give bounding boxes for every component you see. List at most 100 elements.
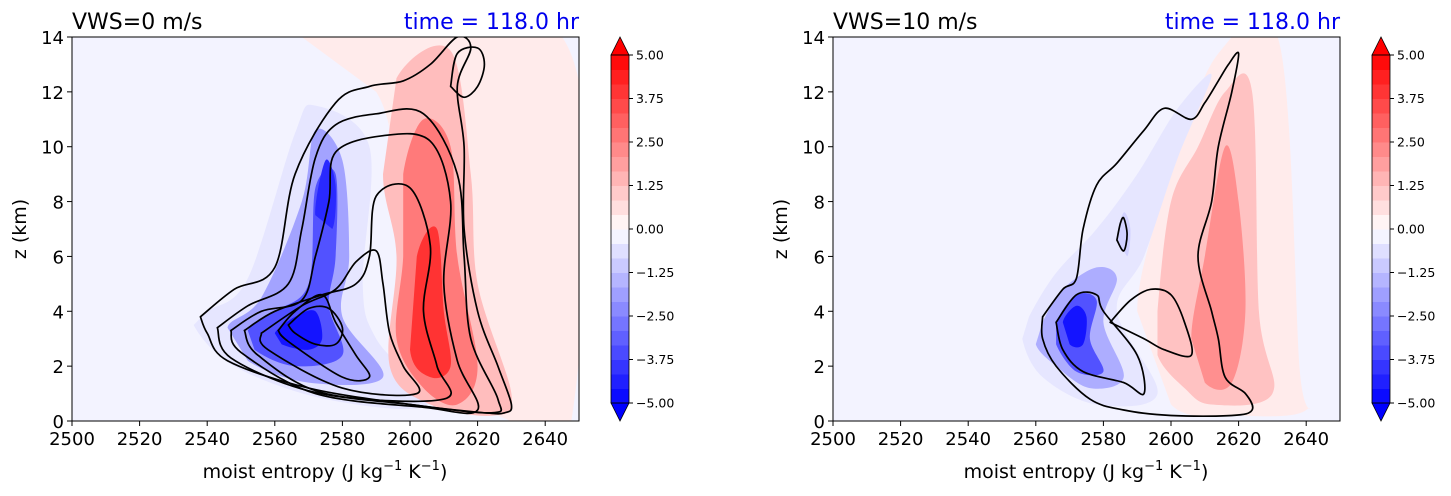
colorbar-band <box>1372 113 1390 128</box>
colorbar-band <box>1372 374 1390 389</box>
colorbar-band <box>611 258 629 273</box>
colorbar-band <box>1372 345 1390 360</box>
contour-line-1 <box>1055 291 1146 396</box>
colorbar-band <box>1372 359 1390 375</box>
plot-frame <box>71 36 580 422</box>
fill-region-6 <box>410 226 452 379</box>
contour-line-6 <box>287 305 344 347</box>
y-tick-label: 12 <box>802 83 825 104</box>
contour-line-5 <box>277 293 371 382</box>
colorbar-band <box>611 345 629 360</box>
colorbar-band <box>611 301 629 317</box>
y-tick-label: 0 <box>53 412 64 433</box>
x-tick-label: 2540 <box>184 429 230 450</box>
fill-region-4 <box>1191 145 1246 390</box>
colorbar-band <box>611 374 629 389</box>
colorbar-band <box>611 171 629 186</box>
colorbar-band <box>1372 258 1390 273</box>
x-label-part1: moist entropy (J kg <box>203 461 383 483</box>
colorbar-tick-label: 0.00 <box>1397 222 1425 237</box>
colorbar: 5.00 3.75 2.50 1.25 0.00 −1.25 −2.50 −3.75 −5.00 <box>610 36 674 422</box>
colorbar-band <box>611 359 629 375</box>
y-tick-label: 4 <box>814 302 825 323</box>
colorbar-band <box>611 229 629 244</box>
colorbar-tick-label: −3.75 <box>636 352 674 367</box>
colorbar-bands <box>1371 36 1391 422</box>
x-axis-label: moist entropy (J kg−1 K−1) <box>203 459 448 483</box>
contour-line-0 <box>1040 51 1254 418</box>
y-tick-label: 6 <box>53 247 64 268</box>
x-tick-label: 2560 <box>252 429 298 450</box>
y-tick-label: 14 <box>41 28 64 49</box>
colorbar-band <box>611 287 629 302</box>
colorbar-band <box>611 142 629 157</box>
colorbar-tick-label: 5.00 <box>636 48 664 63</box>
colorbar-band <box>1372 229 1390 244</box>
contour-line-2 <box>230 132 480 415</box>
colorbar-tick-label: −3.75 <box>1397 352 1435 367</box>
colorbar-band <box>611 113 629 128</box>
colorbar-tick-label: −2.50 <box>1397 309 1435 324</box>
colorbar-band <box>611 388 629 404</box>
y-tick-label: 12 <box>41 83 64 104</box>
colorbar-band <box>611 156 629 172</box>
time-label: time = 118.0 hr <box>1165 10 1341 35</box>
colorbar-band <box>1372 272 1390 288</box>
x-tick-label: 2580 <box>319 429 365 450</box>
contour-lines <box>199 37 513 415</box>
colorbar-tick-label: 5.00 <box>1397 48 1425 63</box>
colorbar-extend-max <box>610 36 630 56</box>
x-label-sup1: −1 <box>383 459 402 474</box>
x-label-part2: K <box>402 461 421 483</box>
colorbar-tick-label: 0.00 <box>636 222 664 237</box>
colorbar-band <box>1372 200 1390 215</box>
contour-line-2 <box>1109 288 1193 358</box>
x-tick-label: 2520 <box>117 429 163 450</box>
colorbar-band <box>1372 287 1390 302</box>
y-tick-label: 2 <box>53 357 64 378</box>
x-tick-label: 2620 <box>1216 429 1262 450</box>
x-axis-label: moist entropy (J kg−1 K−1) <box>964 459 1209 483</box>
x-tick-label: 2600 <box>387 429 433 450</box>
colorbar-band <box>1372 301 1390 317</box>
x-tick-label: 2500 <box>810 429 856 450</box>
x-tick-label: 2540 <box>945 429 991 450</box>
colorbar-tick-label: 3.75 <box>1397 91 1425 106</box>
colorbar-tick-label: −5.00 <box>1397 396 1435 411</box>
contour-line-4 <box>259 249 421 397</box>
colorbar-tick-label: −5.00 <box>636 396 674 411</box>
x-tick-label: 2640 <box>522 429 568 450</box>
panel-vws-10: 2500 2520 2540 2560 2580 2600 2620 2640 0 2 4 6 8 10… <box>770 10 1435 483</box>
y-axis-label: z (km) <box>770 199 792 259</box>
colorbar-bands <box>610 36 630 422</box>
colorbar-extend-max <box>1371 36 1391 56</box>
colorbar-band <box>611 127 629 143</box>
x-tick-label: 2520 <box>878 429 924 450</box>
x-tick-label: 2600 <box>1148 429 1194 450</box>
colorbar-band <box>1372 214 1390 230</box>
y-tick-label: 10 <box>802 138 825 159</box>
colorbar-tick-label: −1.25 <box>1397 265 1435 280</box>
plot-frame <box>832 36 1341 422</box>
y-tick-label: 8 <box>53 193 64 214</box>
x-label-part2: K <box>1163 461 1182 483</box>
y-axis: 0 2 4 6 8 10 12 14 <box>802 28 833 433</box>
y-tick-label: 6 <box>814 247 825 268</box>
colorbar-tick-label: −1.25 <box>636 265 674 280</box>
colorbar-band <box>1372 316 1390 331</box>
x-label-sup2: −1 <box>1182 459 1201 474</box>
x-tick-label: 2500 <box>49 429 95 450</box>
y-tick-label: 2 <box>814 357 825 378</box>
colorbar-ticks: 5.00 3.75 2.50 1.25 0.00 −1.25 −2.50 −3.75 −5.00 <box>629 48 674 411</box>
contour-line-0 <box>199 37 513 415</box>
colorbar-band <box>1372 127 1390 143</box>
colorbar-ticks: 5.00 3.75 2.50 1.25 0.00 −1.25 −2.50 −3.75 −5.00 <box>1390 48 1435 411</box>
colorbar-tick-label: 2.50 <box>636 135 664 150</box>
x-tick-label: 2560 <box>1013 429 1059 450</box>
panel-vws-0: 2500 2520 2540 2560 2580 2600 2620 2640 0 2 4 6 8 10… <box>9 10 674 483</box>
colorbar-band <box>611 200 629 215</box>
y-tick-label: 14 <box>802 28 825 49</box>
colorbar-tick-label: 1.25 <box>1397 178 1425 193</box>
colorbar-band <box>1372 84 1390 99</box>
